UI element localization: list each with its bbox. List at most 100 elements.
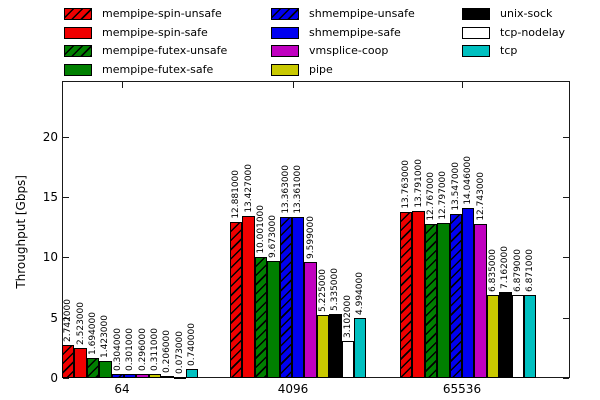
bar-value-label: 9.673000 <box>268 215 278 258</box>
bar-value-label: 9.599000 <box>306 216 316 259</box>
bar-shmempipe-safe-4096 <box>292 217 304 378</box>
legend-label-mempipe-futex-unsafe: mempipe-futex-unsafe <box>102 44 228 57</box>
bar-mempipe-spin-unsafe-64 <box>62 345 74 378</box>
y-tick <box>63 378 69 379</box>
bar-mempipe-futex-unsafe-65536 <box>425 224 437 378</box>
bar-tcp-nodelay-65536 <box>512 295 524 378</box>
bar-pipe-65536 <box>487 295 499 378</box>
mempipe-futex-unsafe-swatch <box>64 45 92 57</box>
mempipe-spin-unsafe-swatch <box>64 8 92 20</box>
x-category-label: 4096 <box>277 382 309 396</box>
bar-unix-sock-64 <box>161 376 174 378</box>
bar-value-label: 13.763000 <box>401 160 411 209</box>
bar-value-label: 13.791000 <box>414 159 424 208</box>
bar-shmempipe-unsafe-64 <box>112 374 124 378</box>
x-category-label: 65536 <box>442 382 482 396</box>
x-category-label: 64 <box>114 382 130 396</box>
bar-value-label: 13.363000 <box>281 165 291 214</box>
bar-value-label: 0.296000 <box>138 328 148 371</box>
bar-value-label: 0.311000 <box>150 328 160 371</box>
bar-mempipe-futex-safe-4096 <box>267 261 280 378</box>
bar-tcp-4096 <box>354 318 366 378</box>
bar-mempipe-futex-safe-64 <box>99 361 112 378</box>
bar-value-label: 13.427000 <box>244 164 254 213</box>
legend-label-unix-sock: unix-sock <box>500 7 553 20</box>
y-tick <box>63 318 69 319</box>
mempipe-futex-safe-swatch <box>64 64 92 76</box>
bar-value-label: 7.162000 <box>500 246 510 289</box>
bar-tcp-65536 <box>524 295 536 378</box>
bar-unix-sock-65536 <box>499 292 512 378</box>
bar-value-label: 12.881000 <box>231 170 241 219</box>
y-tick-right <box>563 197 569 198</box>
shmempipe-unsafe-swatch <box>271 8 299 20</box>
bar-value-label: 12.797000 <box>438 171 448 220</box>
bar-shmempipe-safe-64 <box>124 374 136 378</box>
y-tick <box>63 257 69 258</box>
bar-value-label: 2.742000 <box>63 299 73 342</box>
y-tick-right <box>563 318 569 319</box>
bar-mempipe-spin-unsafe-65536 <box>400 212 412 378</box>
bar-pipe-64 <box>149 374 161 378</box>
y-tick-right <box>563 257 569 258</box>
legend-label-mempipe-futex-safe: mempipe-futex-safe <box>102 63 214 76</box>
bar-vmsplice-coop-64 <box>136 374 149 378</box>
tcp-nodelay-swatch <box>462 27 490 39</box>
bar-shmempipe-safe-65536 <box>462 208 474 378</box>
bar-value-label: 14.046000 <box>463 156 473 205</box>
y-tick <box>63 137 69 138</box>
legend-label-mempipe-spin-safe: mempipe-spin-safe <box>102 26 208 39</box>
bar-value-label: 0.740000 <box>187 323 197 366</box>
bar-vmsplice-coop-65536 <box>474 224 487 378</box>
y-tick-label: 5 <box>50 311 58 325</box>
y-tick-label: 0 <box>50 371 58 385</box>
bar-mempipe-futex-unsafe-64 <box>87 358 99 378</box>
bar-pipe-4096 <box>317 315 329 378</box>
y-tick-right <box>563 378 569 379</box>
x-tick-top <box>293 82 294 88</box>
legend-label-shmempipe-safe: shmempipe-safe <box>309 26 401 39</box>
y-tick-label: 15 <box>42 190 58 204</box>
legend-label-pipe: pipe <box>309 63 333 76</box>
y-tick <box>63 197 69 198</box>
bar-tcp-nodelay-64 <box>174 377 186 379</box>
legend-label-mempipe-spin-unsafe: mempipe-spin-unsafe <box>102 7 222 20</box>
bar-value-label: 13.547000 <box>451 162 461 211</box>
bar-value-label: 6.871000 <box>525 249 535 292</box>
tcp-swatch <box>462 45 490 57</box>
x-tick-top <box>462 82 463 88</box>
bar-value-label: 1.423000 <box>100 315 110 358</box>
bar-value-label: 12.743000 <box>476 172 486 221</box>
bar-value-label: 12.767000 <box>426 172 436 221</box>
bar-value-label: 5.335000 <box>330 268 340 311</box>
legend-label-tcp: tcp <box>500 44 518 57</box>
vmsplice-coop-swatch <box>271 45 299 57</box>
bar-value-label: 0.304000 <box>113 328 123 371</box>
bar-tcp-nodelay-4096 <box>342 341 354 378</box>
x-tick-top <box>122 82 123 88</box>
bar-mempipe-futex-unsafe-4096 <box>255 257 267 378</box>
legend-label-vmsplice-coop: vmsplice-coop <box>309 44 389 57</box>
bar-unix-sock-4096 <box>329 314 342 378</box>
bar-shmempipe-unsafe-65536 <box>450 214 462 378</box>
bar-vmsplice-coop-4096 <box>304 262 317 378</box>
bar-value-label: 0.073000 <box>175 331 185 374</box>
bar-value-label: 6.879000 <box>513 249 523 292</box>
y-tick-right <box>563 137 569 138</box>
bar-value-label: 0.206000 <box>162 330 172 373</box>
y-tick-label: 10 <box>42 250 58 264</box>
bar-mempipe-spin-safe-65536 <box>412 211 425 378</box>
bar-value-label: 3.102000 <box>343 295 353 338</box>
bar-mempipe-spin-safe-4096 <box>242 216 255 378</box>
shmempipe-safe-swatch <box>271 27 299 39</box>
bar-value-label: 6.835000 <box>488 249 498 292</box>
bar-mempipe-futex-safe-65536 <box>437 223 450 378</box>
bar-shmempipe-unsafe-4096 <box>280 217 292 378</box>
bar-value-label: 10.001000 <box>256 205 266 254</box>
bar-value-label: 0.301000 <box>125 328 135 371</box>
unix-sock-swatch <box>462 8 490 20</box>
bar-tcp-64 <box>186 369 198 378</box>
legend-label-tcp-nodelay: tcp-nodelay <box>500 26 566 39</box>
bar-value-label: 4.994000 <box>355 272 365 315</box>
